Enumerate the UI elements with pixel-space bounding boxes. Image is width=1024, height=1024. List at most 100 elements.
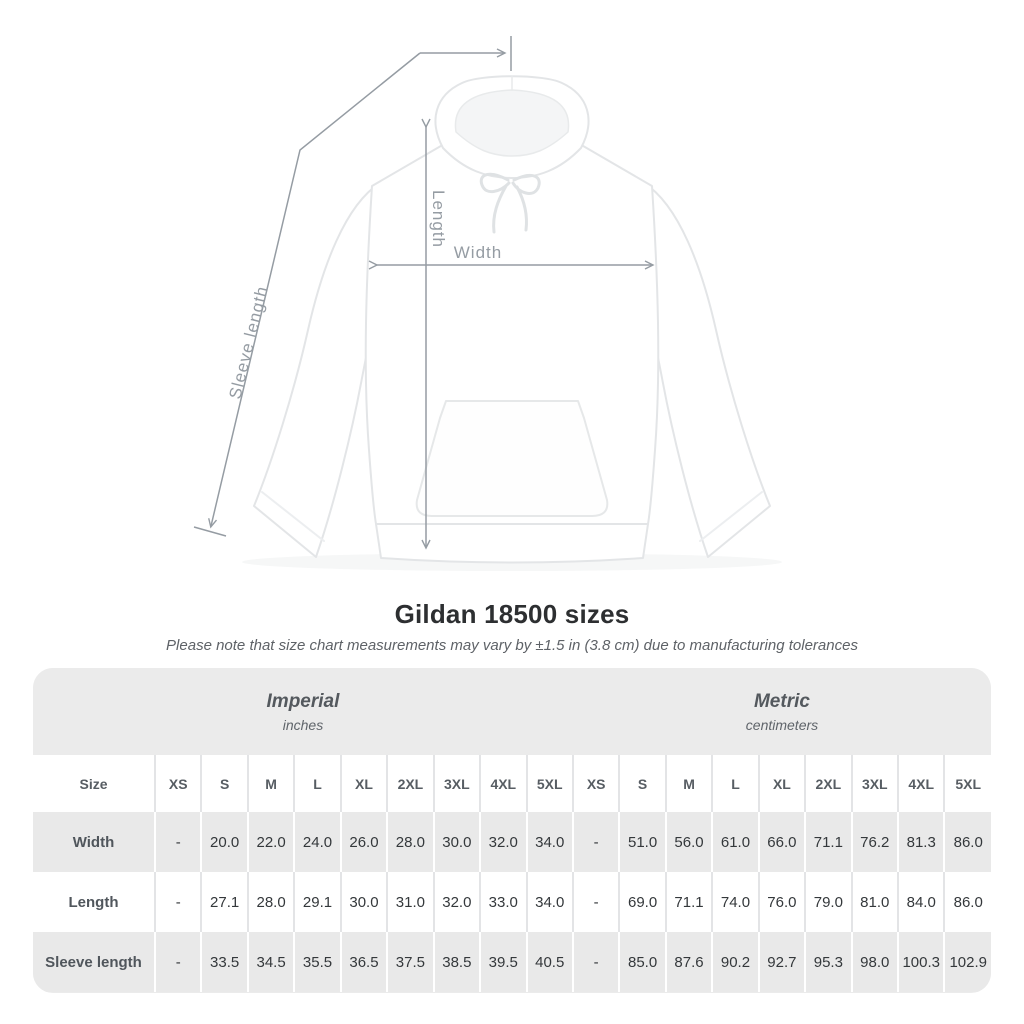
size-header-metric-m: M [664,755,713,812]
measurement-cell: 84.0 [896,872,945,932]
measurement-cell: 87.6 [664,932,713,992]
hoodie-size-diagram: Width Length Sleeve length [193,36,782,571]
size-chart-body: Width -20.0 22.0 24.0 26.0 28.0 30.0 32.0 34.0-5… [33,812,991,992]
measurement-cell: 29.1 [293,872,341,932]
width-label: Width [454,243,502,262]
page-title: Gildan 18500 sizes [394,599,630,629]
measurement-cell: 95.3 [804,932,852,992]
imperial-group-subtitle: inches [282,716,324,733]
measurement-cell: 71.1 [804,812,852,872]
size-chart-table: Imperial inches Metric centimeters Size … [33,668,991,992]
measurement-cell: 22.0 [246,812,295,872]
hoodie-illustration [242,75,782,571]
metric-group-title: Metric [753,690,810,712]
measurement-cell: - [571,812,620,872]
size-header-imperial-l: L [293,755,341,812]
metric-group-header: Metric centimeters [572,668,991,755]
measurement-cell: 74.0 [711,872,759,932]
measurement-cell: 92.7 [757,932,806,992]
hoodie-waistband [375,523,649,564]
length-label: Length [429,190,448,248]
measurement-cell: 39.5 [479,932,527,992]
measurement-cell: 31.0 [386,872,434,932]
size-header-imperial-xs: XS [153,755,202,812]
measurement-cell: 86.0 [943,872,991,932]
row-label: Width [33,812,155,872]
measurement-cell: 71.1 [664,872,713,932]
measurement-cell: 81.0 [850,872,898,932]
measurement-cell: 33.5 [200,932,248,992]
unit-group-header-row: Imperial inches Metric centimeters [33,668,991,755]
measurement-cell: 28.0 [386,812,434,872]
measurement-cell: 76.2 [850,812,898,872]
measurement-cell: 90.2 [711,932,759,992]
measurement-cell: 56.0 [664,812,713,872]
measurement-cell: 76.0 [757,872,806,932]
measurement-cell: 32.0 [432,872,481,932]
measurement-cell: - [153,932,202,992]
measurement-cell: 34.5 [246,932,295,992]
hoodie-diagram-svg: Width Length Sleeve length [193,36,782,571]
size-header-imperial-5xl: 5XL [525,755,573,812]
sleeve-length-label: Sleeve length [225,284,272,401]
measurement-cell: 100.3 [896,932,945,992]
measurement-cell: 20.0 [200,812,248,872]
measurement-cell: 24.0 [293,812,341,872]
size-chart-card: Imperial inches Metric centimeters Size … [33,668,991,993]
measurement-cell: 30.0 [339,872,388,932]
measurement-cell: 36.5 [339,932,388,992]
sleeve-length-line [208,52,421,529]
size-header-row: Size XS S M L XL 2XL 3XL 4XL 5XL XS S M L XL 2XL 3XL 4XL… [33,755,991,812]
measurement-cell: - [571,932,620,992]
measurement-cell: 102.9 [943,932,991,992]
measurement-cell: 34.0 [525,872,573,932]
size-header-metric-2xl: 2XL [804,755,852,812]
size-column-header: Size [33,755,155,812]
hoodie-drawstrings [479,172,541,234]
size-header-metric-l: L [711,755,759,812]
table-row: Width -20.0 22.0 24.0 26.0 28.0 30.0 32.0 34.0-5… [33,812,991,872]
size-header-imperial-4xl: 4XL [479,755,527,812]
size-header-metric-5xl: 5XL [943,755,991,812]
hoodie-pocket [415,400,609,517]
size-header-imperial-3xl: 3XL [432,755,481,812]
measurement-cell: 37.5 [386,932,434,992]
measurement-cell: 28.0 [246,872,295,932]
size-header-imperial-xl: XL [339,755,388,812]
size-header-metric-xs: XS [571,755,620,812]
measurement-cell: - [153,812,202,872]
measurement-cell: 27.1 [200,872,248,932]
tolerance-note: Please note that size chart measurements… [166,637,858,654]
size-header-imperial-m: M [246,755,295,812]
sleeve-length-end-tick-bottom [193,526,227,537]
imperial-group-title: Imperial [266,690,340,712]
measurement-cell: 86.0 [943,812,991,872]
size-header-metric-4xl: 4XL [896,755,945,812]
table-row: Sleeve length -33.5 34.5 35.5 36.5 37.5 38.5 39… [33,932,991,992]
size-header-metric-3xl: 3XL [850,755,898,812]
table-row: Length -27.1 28.0 29.1 30.0 31.0 32.0 33.0 34.0-… [33,872,991,932]
size-header-imperial-2xl: 2XL [386,755,434,812]
measurement-cell: - [153,872,202,932]
measurement-cell: 34.0 [525,812,573,872]
measurement-cell: 81.3 [896,812,945,872]
measurement-cell: 85.0 [618,932,666,992]
imperial-group-header: Imperial inches [33,668,573,755]
measurement-cell: 98.0 [850,932,898,992]
measurement-cell: - [571,872,620,932]
measurement-cell: 40.5 [525,932,573,992]
metric-group-subtitle: centimeters [745,716,819,733]
measurement-cell: 79.0 [804,872,852,932]
measurement-arrows [193,36,655,550]
row-label: Sleeve length [33,932,155,992]
measurement-cell: 35.5 [293,932,341,992]
measurement-cell: 61.0 [711,812,759,872]
measurement-cell: 32.0 [479,812,527,872]
size-header-imperial-s: S [200,755,248,812]
row-label: Length [33,872,155,932]
measurement-cell: 51.0 [618,812,666,872]
size-header-metric-s: S [618,755,666,812]
measurement-cell: 30.0 [432,812,481,872]
measurement-cell: 69.0 [618,872,666,932]
measurement-cell: 66.0 [757,812,806,872]
